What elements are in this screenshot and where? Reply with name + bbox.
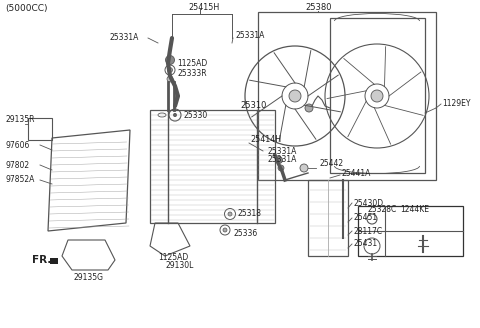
Text: 1125AD: 1125AD [158,254,188,262]
Text: 25331A: 25331A [110,33,139,43]
Text: 25451: 25451 [353,214,377,222]
Text: 29135G: 29135G [74,274,104,282]
Bar [358,206,463,256]
Circle shape [305,104,313,112]
Text: 25441A: 25441A [342,169,372,177]
Bar [330,18,425,173]
Bar [150,110,275,223]
Circle shape [278,165,284,171]
Text: 25442: 25442 [320,158,344,168]
Text: 1129EY: 1129EY [442,99,470,109]
Text: 97852A: 97852A [5,175,35,184]
Text: 25336: 25336 [233,229,257,237]
Text: (5000CC): (5000CC) [5,4,48,12]
Text: 25333R: 25333R [177,69,206,77]
Bar [50,258,58,264]
Text: 25310: 25310 [240,101,266,111]
Text: 25328C: 25328C [367,206,396,215]
Text: 25415H: 25415H [188,3,219,11]
Text: 25331A: 25331A [268,155,298,165]
Text: 97802: 97802 [5,160,29,170]
Circle shape [223,228,227,232]
Circle shape [276,156,283,163]
Text: 29135R: 29135R [5,115,35,125]
Circle shape [168,68,172,72]
Text: 25318: 25318 [238,210,262,218]
Text: 1125AD: 1125AD [177,59,207,69]
Circle shape [173,113,177,117]
Text: 29130L: 29130L [165,260,193,270]
Text: 25430D: 25430D [353,198,383,208]
Circle shape [167,76,173,82]
Text: 25431: 25431 [353,239,377,249]
Text: 25331A: 25331A [235,31,264,39]
Text: 1244KE: 1244KE [400,206,429,215]
Text: FR.: FR. [32,255,51,265]
Text: 25380: 25380 [305,4,332,12]
Text: 25330: 25330 [184,111,208,119]
Text: 25414H: 25414H [250,135,281,145]
Text: 25331A: 25331A [268,147,298,155]
Circle shape [300,164,308,172]
Bar [258,12,436,180]
Circle shape [228,212,232,216]
Text: 28117C: 28117C [353,227,382,236]
Circle shape [166,55,175,65]
Text: 97606: 97606 [5,140,29,150]
Circle shape [289,90,301,102]
Circle shape [371,90,383,102]
